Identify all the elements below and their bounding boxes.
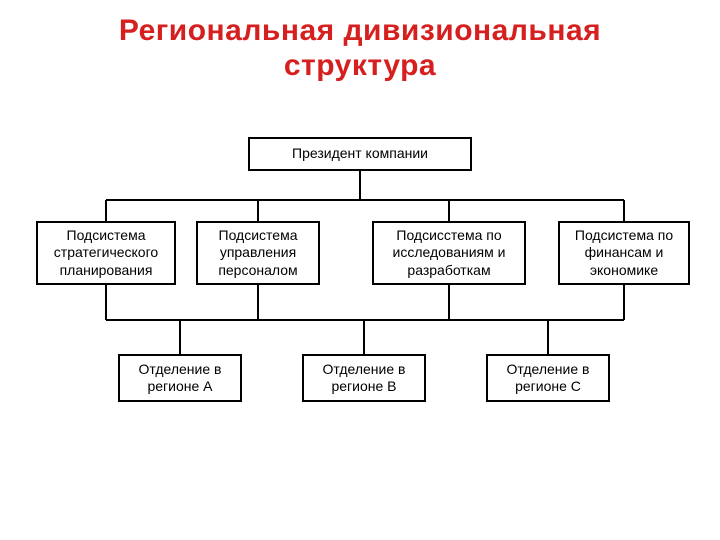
node-reg1: Отделение в регионе А xyxy=(118,354,242,402)
node-sub3: Подсисстема по исследованиям и разработк… xyxy=(372,221,526,285)
node-sub1: Подсистема стратегического планирования xyxy=(36,221,176,285)
title-line-1: Региональная дивизиональная xyxy=(119,14,601,47)
node-sub2: Подсистема управления персоналом xyxy=(196,221,320,285)
node-root: Президент компании xyxy=(248,137,472,171)
title-line-2: структура xyxy=(284,49,436,82)
node-reg2: Отделение в регионе В xyxy=(302,354,426,402)
node-reg3: Отделение в регионе С xyxy=(486,354,610,402)
slide-title: Региональная дивизиональная структура xyxy=(0,0,720,83)
node-sub4: Подсистема по финансам и экономике xyxy=(558,221,690,285)
